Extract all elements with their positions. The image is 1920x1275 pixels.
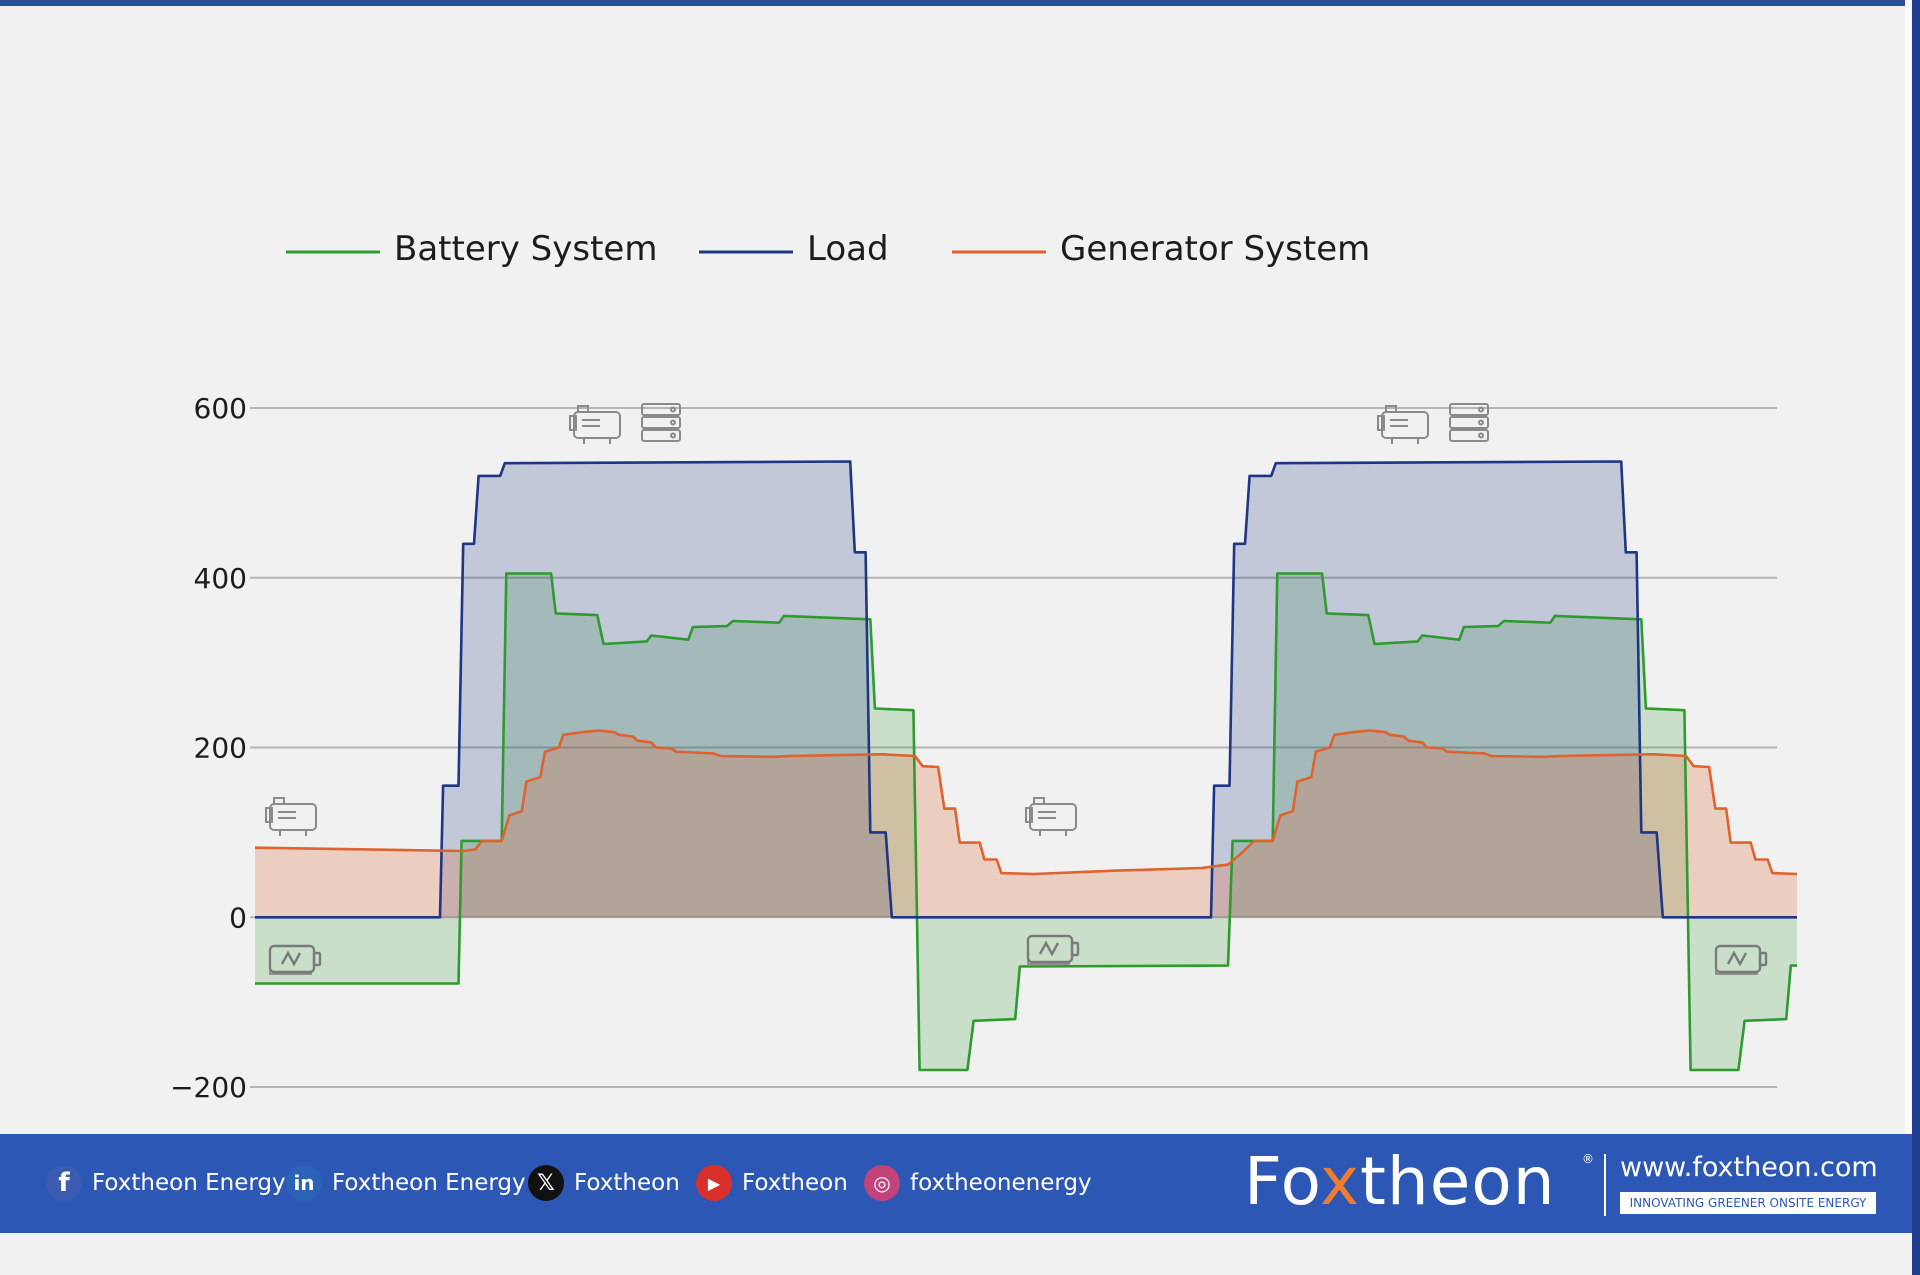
y-tick-label: 200 <box>194 732 247 765</box>
battery-rack-icon <box>1449 403 1489 442</box>
line-load <box>255 460 1797 919</box>
generator-icon <box>1377 405 1429 445</box>
legend-item-generator-system: Generator System <box>952 229 1370 269</box>
line-battery-system <box>255 572 1797 1072</box>
legend-item-battery-system: Battery System <box>286 229 657 269</box>
y-tick-label: −200 <box>170 1071 247 1104</box>
social-linkedin[interactable]: in Foxtheon Energy <box>286 1160 526 1206</box>
social-label: Foxtheon Energy <box>332 1170 526 1196</box>
generator-icon <box>569 405 621 445</box>
y-tick-label: 400 <box>194 562 247 595</box>
right-edge-bar <box>1912 0 1920 1275</box>
generator-icon <box>1025 797 1077 837</box>
social-label: Foxtheon <box>574 1170 680 1196</box>
brand-text: Fo <box>1244 1143 1320 1220</box>
bottom-strip <box>0 1233 1912 1275</box>
youtube-icon: ▶ <box>696 1165 732 1201</box>
tagline: INNOVATING GREENER ONSITE ENERGY <box>1620 1192 1876 1214</box>
x-icon: 𝕏 <box>528 1165 564 1201</box>
social-label: foxtheonenergy <box>910 1170 1092 1196</box>
brand-text: theon <box>1360 1143 1556 1220</box>
area-battery-system <box>255 573 1797 1070</box>
area-load <box>255 461 1797 918</box>
generator-icon <box>265 797 317 837</box>
series-lines <box>254 460 1798 1072</box>
brand-accent: x <box>1319 1143 1361 1220</box>
power-chart: 600 400 200 0 −200 Battery System Load Generat… <box>170 229 1798 1104</box>
legend-label: Generator System <box>1060 229 1370 269</box>
social-label: Foxtheon Energy <box>92 1170 286 1196</box>
legend-item-load: Load <box>699 229 889 269</box>
linkedin-icon: in <box>286 1165 322 1201</box>
y-tick-label: 0 <box>229 901 247 934</box>
footer-bar: f Foxtheon Energy in Foxtheon Energy 𝕏 F… <box>0 1134 1912 1233</box>
top-accent-bar <box>0 0 1920 6</box>
battery-rack-icon <box>641 403 681 442</box>
line-generator-system <box>254 729 1798 876</box>
social-youtube[interactable]: ▶ Foxtheon <box>696 1160 848 1206</box>
y-tick-label: 600 <box>194 392 247 425</box>
instagram-icon: ◎ <box>864 1165 900 1201</box>
footer-divider <box>1604 1154 1606 1216</box>
right-edge-strip <box>1905 0 1912 1134</box>
brand-logo: Foxtheon <box>1244 1142 1556 1222</box>
area-generator-system <box>255 730 1797 918</box>
social-x[interactable]: 𝕏 Foxtheon <box>528 1160 680 1206</box>
registered-mark: ® <box>1582 1152 1594 1166</box>
social-facebook[interactable]: f Foxtheon Energy <box>46 1160 286 1206</box>
legend: Battery System Load Generator System <box>286 229 1370 269</box>
social-instagram[interactable]: ◎ foxtheonenergy <box>864 1160 1092 1206</box>
social-label: Foxtheon <box>742 1170 848 1196</box>
legend-label: Load <box>807 229 889 269</box>
y-axis-ticks: 600 400 200 0 −200 <box>170 392 247 1104</box>
facebook-icon: f <box>46 1165 82 1201</box>
series-areas <box>255 461 1797 1070</box>
legend-label: Battery System <box>394 229 657 269</box>
website-link[interactable]: www.foxtheon.com <box>1620 1152 1878 1183</box>
